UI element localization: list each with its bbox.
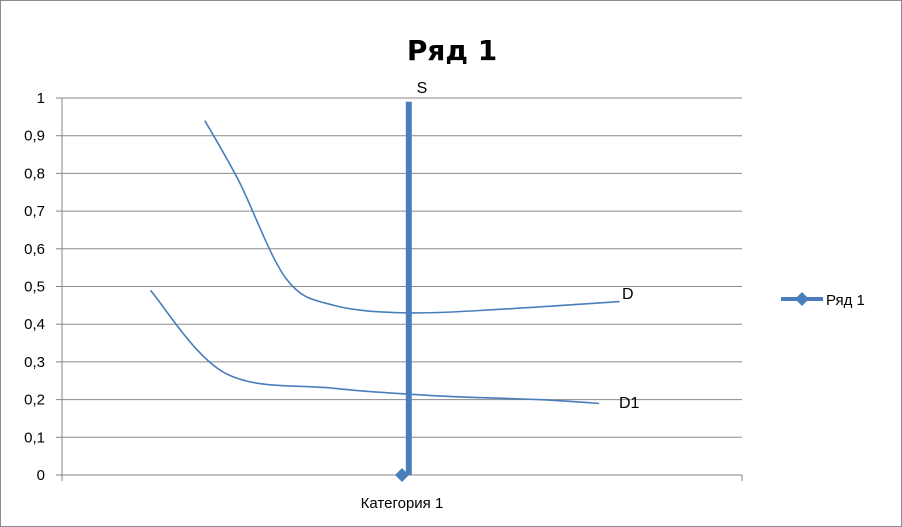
legend-label-series-1: Ряд 1 xyxy=(826,292,865,309)
y-tick-label-10: 1 xyxy=(37,90,45,107)
series-layer xyxy=(395,468,409,482)
annotations: S D D1 xyxy=(417,80,640,412)
y-tick-label-7: 0,7 xyxy=(24,203,45,220)
y-tick-label-5: 0,5 xyxy=(24,279,45,296)
curve-d1 xyxy=(149,289,600,405)
annotation-d1: D1 xyxy=(619,395,640,412)
y-tick-label-1: 0,1 xyxy=(24,429,45,446)
drawn-curves xyxy=(149,101,620,475)
legend-diamond-marker xyxy=(795,292,809,306)
y-tick-label-2: 0,2 xyxy=(24,392,45,409)
y-tick-label-6: 0,6 xyxy=(24,241,45,258)
series-0-point-0 xyxy=(395,468,409,482)
chart-title: Ряд 1 xyxy=(407,34,497,67)
axes: 0 0,1 0,2 0,3 0,4 0,5 0,6 0,7 0,8 0,9 1 Категория 1 xyxy=(24,90,743,512)
annotation-s: S xyxy=(417,80,428,97)
x-tick-label-0: Категория 1 xyxy=(361,495,444,512)
y-tick-label-9: 0,9 xyxy=(24,128,45,145)
y-tick-label-0: 0 xyxy=(37,467,45,484)
annotation-d: D xyxy=(622,286,634,303)
gridlines xyxy=(62,97,742,476)
y-tick-label-3: 0,3 xyxy=(24,354,45,371)
y-tick-label-8: 0,8 xyxy=(24,165,45,182)
curve-d xyxy=(204,120,620,314)
y-tick-label-4: 0,4 xyxy=(24,316,45,333)
legend: Ряд 1 xyxy=(781,292,865,309)
